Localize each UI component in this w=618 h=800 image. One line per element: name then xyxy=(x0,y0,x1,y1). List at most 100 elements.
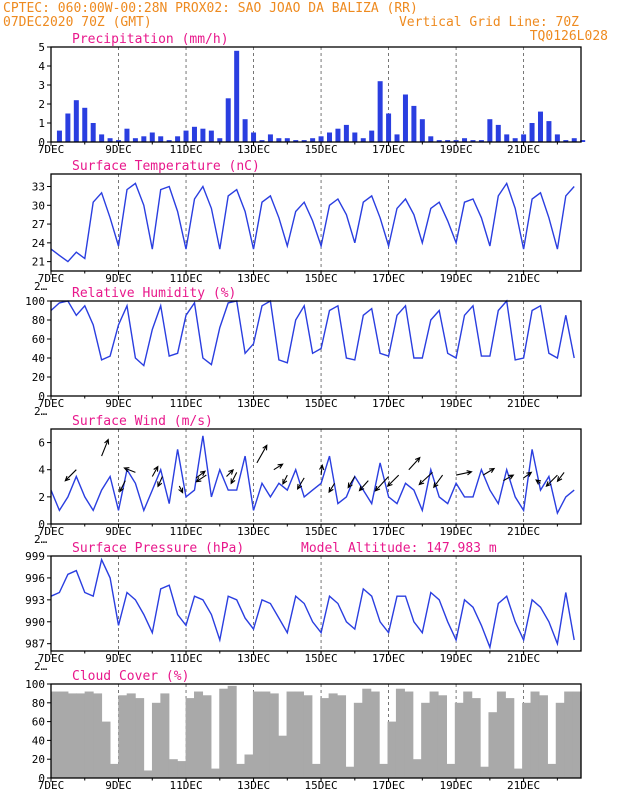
cloud-bar xyxy=(76,693,86,778)
cloud-x-tick-label: 9DEC xyxy=(105,779,132,792)
cloud-bar xyxy=(93,693,103,778)
cloud-bar xyxy=(311,763,321,778)
precip-bar xyxy=(276,138,282,142)
cloud-bar xyxy=(151,702,161,778)
cloud-bar xyxy=(135,698,145,778)
temp-y-tick-label: 21 xyxy=(32,256,45,269)
cloud-bar xyxy=(269,693,279,778)
cloud-y-tick-label: 0 xyxy=(38,772,45,785)
pres-x-tick-label: 17DEC xyxy=(372,652,405,665)
cloud-bar xyxy=(412,759,422,778)
precip-y-tick-label: 3 xyxy=(38,79,45,92)
rh-y-tick-label: 80 xyxy=(32,314,45,327)
cloud-bar xyxy=(252,691,262,778)
wind-vector-arrow xyxy=(157,476,163,488)
wind-vector-arrow xyxy=(358,480,369,492)
precip-bar xyxy=(293,140,299,142)
wind-x-tick-label: 11DEC xyxy=(169,525,202,538)
cloud-bar xyxy=(513,768,523,778)
cloud-bar xyxy=(101,721,111,778)
cloud-bar xyxy=(463,691,473,778)
precip-bar xyxy=(352,132,358,142)
cloud-bar xyxy=(126,693,136,778)
cloud-bar xyxy=(194,691,204,778)
temp-frame xyxy=(50,173,582,272)
precip-bar xyxy=(225,98,231,142)
cloud-bar xyxy=(353,702,363,778)
precip-bar xyxy=(369,130,375,142)
cloud-bar xyxy=(337,695,347,778)
cloud-bar xyxy=(547,763,557,778)
cloud-x-tick-label: 19DEC xyxy=(440,779,473,792)
cloud-bar xyxy=(555,702,565,778)
precip-frame xyxy=(50,46,582,143)
wind-y-tick-label: 4 xyxy=(38,464,45,477)
temp-y-tick-label: 24 xyxy=(32,237,46,250)
precip-y-tick-label: 4 xyxy=(38,60,45,73)
wind-vector-arrow xyxy=(119,480,126,493)
cloud-bar xyxy=(160,693,170,778)
wind-vector-arrow xyxy=(178,485,184,494)
wind-vector-arrow xyxy=(482,467,496,476)
rh-x-tick-label: 15DEC xyxy=(305,397,338,410)
wind-y-tick-label: 0 xyxy=(38,518,45,531)
wind-x-tick-label: 17DEC xyxy=(372,525,405,538)
precip-x-tick-label: 7DEC xyxy=(38,143,65,156)
cloud-bar xyxy=(210,768,220,778)
precip-bar xyxy=(73,100,79,142)
cloud-y-tick-label: 60 xyxy=(32,716,45,729)
precip-bar xyxy=(242,119,248,142)
precip-bar xyxy=(116,140,122,142)
cloud-bar xyxy=(143,770,153,778)
precip-y-tick-label: 0 xyxy=(38,136,45,149)
cloud-bar xyxy=(379,763,389,778)
wind-x-tick-label: 19DEC xyxy=(440,525,473,538)
wind-vector-arrow xyxy=(230,472,238,485)
temp-series-line xyxy=(50,181,575,263)
cloud-bar xyxy=(236,763,246,778)
wind-vector-arrow xyxy=(556,472,565,483)
cloud-bar xyxy=(294,691,304,778)
precip-bar xyxy=(411,105,417,142)
precip-bar xyxy=(183,130,189,142)
wind-x-tick-label: 7DEC xyxy=(38,525,65,538)
cloud-bar xyxy=(59,691,69,778)
temp-x-tick-label: 15DEC xyxy=(305,272,338,285)
pres-x-tick-label: 9DEC xyxy=(105,652,132,665)
rh-panel: 0 20 40 60 80 100 7DEC 9DEC 11DEC 13DEC 15DEC 17DEC… xyxy=(25,286,582,418)
rh-y-tick-label: 40 xyxy=(32,352,45,365)
temp-x-tick-label: 13DEC xyxy=(237,272,270,285)
precip-y-tick-label: 5 xyxy=(38,41,45,54)
precip-bar xyxy=(445,140,451,142)
cloud-bar xyxy=(404,691,414,778)
pres-y-tick-label: 993 xyxy=(25,594,45,607)
cloud-bar xyxy=(286,691,296,778)
cloud-x-tick-label: 15DEC xyxy=(305,779,338,792)
cloud-y-tick-label: 80 xyxy=(32,697,45,710)
temp-x-tick-label: 21DEC xyxy=(507,272,540,285)
precip-bar xyxy=(65,113,71,142)
rh-y-tick-label: 100 xyxy=(25,295,45,308)
rh-x-tick-label: 17DEC xyxy=(372,397,405,410)
wind-vector-arrow xyxy=(408,456,421,471)
cloud-panel: 0 20 40 60 80 100 7DEC 9DEC 11DEC 13DEC 15DEC 17DEC… xyxy=(25,669,582,792)
cloud-title: Cloud Cover (%) xyxy=(72,669,189,684)
wind-vector-arrow xyxy=(374,476,390,492)
precip-bar xyxy=(259,140,265,142)
precip-bar xyxy=(546,121,552,142)
cloud-bar xyxy=(421,702,431,778)
rh-x-tick-label: 13DEC xyxy=(237,397,270,410)
header-run-date: 07DEC2020 70Z (GMT) xyxy=(3,15,152,30)
cloud-bar xyxy=(109,763,119,778)
header-grid-line: Vertical Grid Line: 70Z xyxy=(399,15,579,30)
pres-subtitle: Model Altitude: 147.983 m xyxy=(301,541,497,556)
cloud-bar xyxy=(370,691,380,778)
cloud-y-tick-label: 40 xyxy=(32,734,45,747)
rh-x-tick-label: 21DEC xyxy=(507,397,540,410)
wind-x-tick-label: 9DEC xyxy=(105,525,132,538)
wind-vector-arrow xyxy=(195,474,207,483)
precip-panel: 0 1 2 3 4 5 7DEC 9DEC 11DEC 13DEC 15DEC 17DEC 19DEC 2… xyxy=(38,32,586,156)
precip-bar xyxy=(377,81,383,142)
precip-bar xyxy=(504,134,510,142)
wind-vector-arrow xyxy=(64,469,77,482)
